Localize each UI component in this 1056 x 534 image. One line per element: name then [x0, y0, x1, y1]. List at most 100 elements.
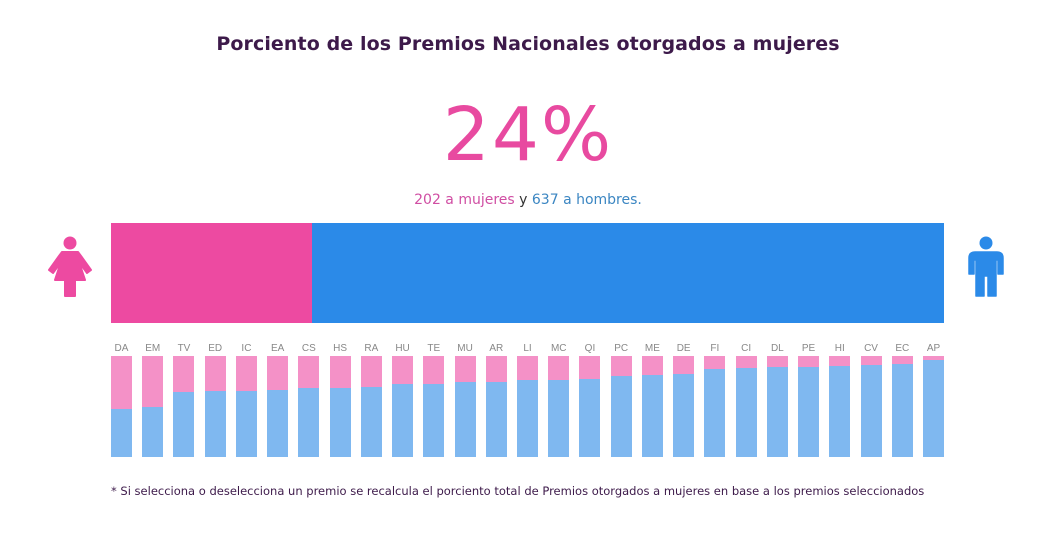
men-share-segment [610, 376, 632, 457]
category-label-me: ME [644, 343, 660, 354]
women-percentage: 24% [442, 92, 614, 178]
award-bar-ec[interactable] [891, 356, 913, 457]
women-share-segment [142, 356, 164, 407]
award-bar-pc[interactable] [610, 356, 632, 457]
men-share-segment [798, 367, 820, 457]
category-label-hs: HS [333, 343, 348, 354]
men-share-segment [704, 369, 726, 457]
category-label-ci: CI [741, 343, 752, 354]
men-share-segment [173, 392, 195, 457]
men-share-segment [579, 379, 601, 457]
men-share-segment [829, 366, 851, 457]
counts-summary: 202 a mujeres y 637 a hombres. [0, 192, 1056, 208]
men-share-segment [923, 360, 944, 457]
category-label-pe: PE [801, 343, 816, 354]
women-share-segment [360, 356, 382, 388]
category-label-ra: RA [364, 343, 379, 354]
women-share-segment [423, 356, 445, 385]
women-share-segment [673, 356, 695, 375]
award-bar-hi[interactable] [829, 356, 851, 457]
man-icon [968, 236, 1004, 297]
women-share-segment [298, 356, 320, 389]
men-share-segment [860, 365, 882, 457]
woman-icon [48, 236, 92, 297]
awards-breakdown-chart: DA EM TV ED IC EA CS HS RA HU TE MU AR LI MC QI PC ME DE FI… [111, 340, 944, 462]
women-segment [111, 223, 312, 323]
award-bar-pe[interactable] [798, 356, 820, 457]
category-label-pc: PC [614, 343, 629, 354]
award-bar-de[interactable] [673, 356, 695, 457]
counts-connector: y [514, 192, 532, 208]
award-bar-da[interactable] [111, 356, 132, 457]
award-bar-ap[interactable] [923, 356, 944, 457]
award-bar-ic[interactable] [235, 356, 257, 457]
women-share-segment [235, 356, 257, 392]
category-label-mu: MU [457, 343, 473, 354]
award-bar-ed[interactable] [204, 356, 226, 457]
award-bar-cs[interactable] [298, 356, 320, 457]
women-share-segment [454, 356, 476, 383]
award-bar-em[interactable] [142, 356, 164, 457]
category-label-ea: EA [270, 343, 285, 354]
men-share-segment [735, 368, 757, 457]
category-label-dl: DL [770, 343, 784, 354]
page-title: Porciento de los Premios Nacionales otor… [216, 33, 840, 55]
women-share-segment [111, 356, 132, 409]
women-share-segment [267, 356, 289, 391]
men-share-segment [766, 367, 788, 457]
men-share-segment [485, 382, 507, 457]
men-share-segment [517, 380, 538, 457]
category-label-te: TE [427, 343, 441, 354]
award-bar-me[interactable] [641, 356, 663, 457]
category-label-qi: QI [584, 343, 596, 354]
award-bar-li[interactable] [517, 356, 538, 457]
women-share-segment [204, 356, 226, 392]
category-label-mc: MC [550, 343, 567, 354]
men-share-segment [392, 384, 414, 457]
award-bar-ra[interactable] [360, 356, 382, 457]
women-share-segment [329, 356, 351, 389]
women-share-segment [704, 356, 726, 370]
women-share-segment [485, 356, 507, 383]
category-label-hi: HI [834, 343, 845, 354]
award-bar-te[interactable] [423, 356, 445, 457]
men-segment [311, 223, 944, 323]
award-bar-ar[interactable] [485, 356, 507, 457]
award-bar-mc[interactable] [548, 356, 570, 457]
women-share-segment [860, 356, 882, 366]
men-count: 637 a hombres. [531, 192, 642, 208]
women-share-segment [579, 356, 601, 380]
award-bar-hs[interactable] [329, 356, 351, 457]
men-share-segment [548, 380, 570, 457]
women-share-segment [891, 356, 913, 365]
category-label-tv: TV [177, 343, 191, 354]
footnote: * Si selecciona o deselecciona un premio… [111, 484, 925, 498]
women-share-segment [548, 356, 570, 381]
category-label-cv: CV [864, 343, 878, 354]
award-bar-ci[interactable] [735, 356, 757, 457]
men-share-segment [298, 388, 320, 457]
category-label-ap: AP [926, 343, 941, 354]
category-label-li: LI [523, 343, 532, 354]
award-bar-fi[interactable] [704, 356, 726, 457]
women-share-segment [829, 356, 851, 367]
men-share-segment [267, 390, 289, 457]
award-bar-cv[interactable] [860, 356, 882, 457]
women-share-segment [923, 356, 944, 361]
award-bar-qi[interactable] [579, 356, 601, 457]
award-bar-dl[interactable] [766, 356, 788, 457]
men-share-segment [235, 391, 257, 457]
women-share-segment [610, 356, 632, 377]
men-share-segment [204, 391, 226, 457]
award-bar-mu[interactable] [454, 356, 476, 457]
category-label-hu: HU [395, 343, 410, 354]
award-bar-ea[interactable] [267, 356, 289, 457]
award-bar-tv[interactable] [173, 356, 195, 457]
women-share-segment [517, 356, 538, 381]
men-share-segment [142, 406, 164, 457]
women-share-segment [766, 356, 788, 368]
women-share-segment [641, 356, 663, 376]
men-share-segment [360, 387, 382, 457]
award-bar-hu[interactable] [392, 356, 414, 457]
category-label-da: DA [114, 343, 129, 354]
